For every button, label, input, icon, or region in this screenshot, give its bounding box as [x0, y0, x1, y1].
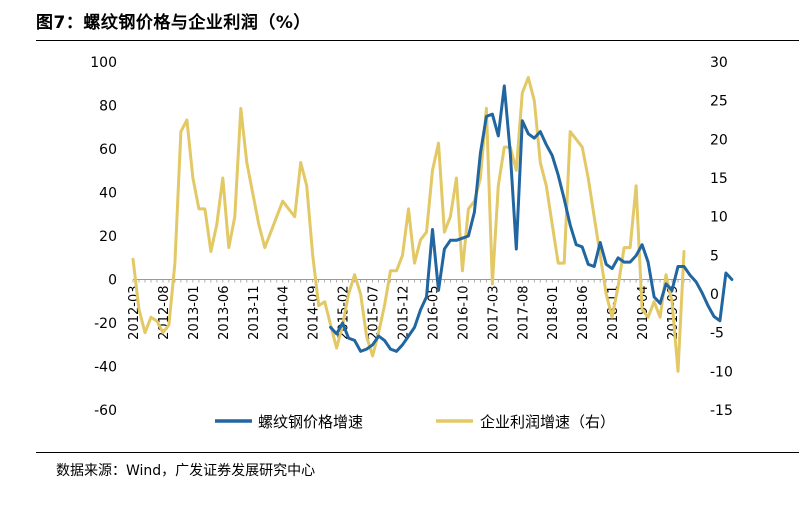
- legend-label-steel: 螺纹钢价格增速: [258, 413, 363, 431]
- x-axis-tick-label: 2015-07: [367, 286, 382, 340]
- figure-title: 图7：螺纹钢价格与企业利润（%）: [36, 13, 311, 33]
- right-axis-tick-label: -10: [710, 364, 733, 380]
- right-axis-tick-label: 20: [710, 132, 728, 148]
- right-axis-tick-label: 25: [710, 94, 728, 110]
- right-axis-tick-label: 5: [710, 248, 719, 264]
- left-axis-tick-label: 80: [99, 99, 117, 115]
- x-axis-tick-label: 2013-11: [247, 286, 262, 340]
- left-axis-tick-label: 60: [99, 142, 117, 158]
- x-axis-tick-label: 2018-01: [546, 286, 561, 340]
- left-axis-tick-label: -60: [94, 403, 117, 419]
- source-note: 数据来源：Wind，广发证券发展研究中心: [56, 463, 316, 479]
- x-axis-tick-label: 2018-06: [576, 286, 591, 340]
- legend-label-profit: 企业利润增速（右）: [480, 413, 615, 431]
- right-axis-tick-label: -5: [710, 326, 724, 342]
- left-axis-tick-label: -40: [94, 360, 117, 376]
- series-layer: [131, 76, 734, 373]
- left-axis-tick-label: -20: [94, 316, 117, 332]
- right-axis-tick-label: -15: [710, 403, 733, 419]
- x-axis-tick-label: 2015-12: [397, 286, 412, 340]
- x-axis-tick-label: 2016-10: [456, 285, 471, 339]
- left-axis-tick-label: 100: [90, 55, 117, 71]
- left-axis-tick-label: 40: [99, 186, 117, 202]
- title-rule: [36, 40, 799, 41]
- x-axis-tick-label: 2013-01: [187, 286, 202, 340]
- source-rule: [36, 452, 799, 453]
- right-axis-tick-label: 30: [710, 55, 728, 71]
- axis-layer: -60 -40 -20 0 20 40 60 80 100 -15 -10 -5 0 5 10 15 20 25 3…: [90, 55, 733, 419]
- x-axis-tick-label: 2013-06: [217, 286, 232, 340]
- x-axis-tick-label: 2017-03: [486, 286, 501, 340]
- legend: 螺纹钢价格增速 企业利润增速（右）: [215, 413, 615, 431]
- x-axis-tick-label: 2017-08: [516, 286, 531, 340]
- x-axis-tick-label: 2014-04: [277, 286, 292, 340]
- right-axis-tick-label: 10: [710, 210, 728, 226]
- right-axis-tick-label: 0: [710, 287, 719, 303]
- x-axis-tick-label: 2014-09: [307, 286, 322, 340]
- steel-price-growth-line: [329, 84, 734, 353]
- enterprise-profit-growth-line: [131, 76, 686, 373]
- right-axis-tick-label: 15: [710, 171, 728, 187]
- x-axis-tick-label: 2016-05: [426, 286, 441, 340]
- left-axis-tick-label: 20: [99, 229, 117, 245]
- left-axis-tick-label: 0: [108, 273, 117, 289]
- dual-axis-line-chart: -60 -40 -20 0 20 40 60 80 100 -15 -10 -5 0 5 10 15 20 25 3…: [90, 55, 734, 431]
